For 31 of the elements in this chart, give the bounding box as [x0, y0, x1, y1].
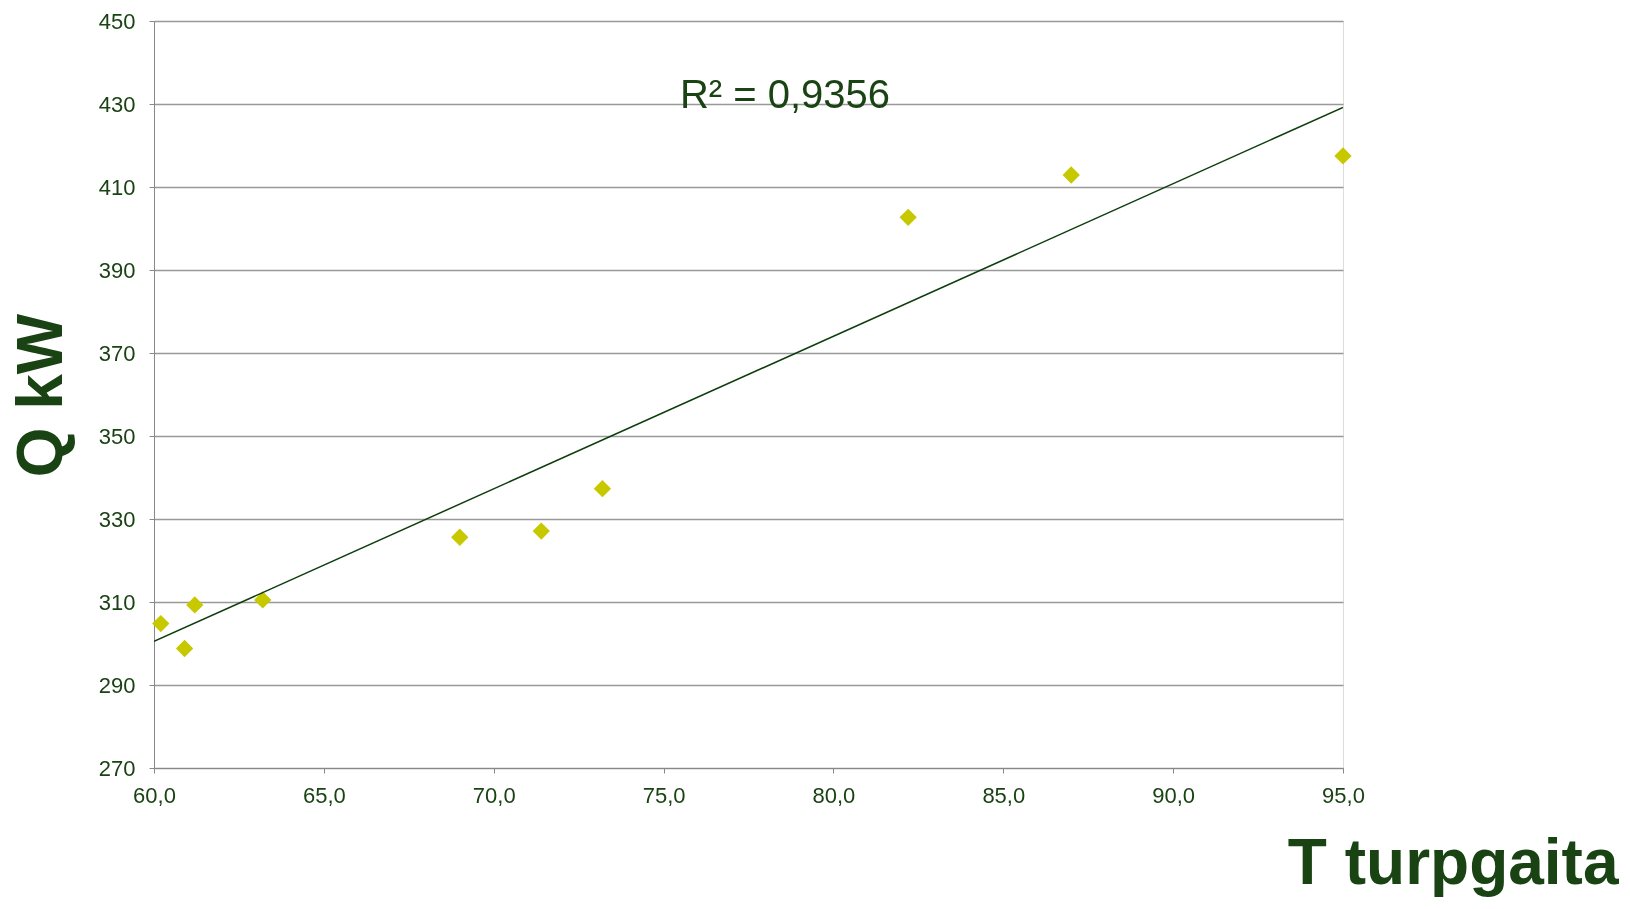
y-axis-title: Q kW — [3, 313, 76, 478]
x-tick-label: 95,0 — [1322, 782, 1365, 808]
y-tick-label: 450 — [98, 8, 136, 34]
y-tick-label: 270 — [98, 755, 136, 781]
point — [451, 528, 469, 546]
point — [152, 614, 170, 633]
x-tick-label: 80,0 — [812, 782, 856, 808]
point — [1062, 166, 1080, 184]
x-tick-label: 60,0 — [133, 782, 176, 808]
point — [532, 522, 550, 540]
x-axis-title: T turpgaita — [1287, 825, 1619, 898]
y-tick-label: 330 — [98, 506, 136, 532]
annotation: R² = 0,9356 — [679, 72, 891, 116]
point — [254, 591, 272, 609]
y-tick-label: 290 — [98, 672, 136, 698]
y-tick-label: 310 — [98, 589, 136, 615]
y-tick-label: 370 — [98, 340, 136, 366]
x-tick-label: 90,0 — [1152, 782, 1196, 808]
y-tick-label: 430 — [98, 91, 136, 117]
x-tick-label: 75,0 — [642, 782, 686, 808]
point — [1334, 147, 1352, 165]
x-tick-label: 85,0 — [982, 782, 1026, 808]
point — [175, 639, 194, 658]
x-tick-label: 65,0 — [302, 782, 346, 808]
point — [186, 596, 204, 614]
y-tick-label: 390 — [98, 257, 136, 283]
point — [899, 208, 917, 226]
y-tick-label: 350 — [98, 423, 136, 449]
point — [593, 480, 612, 498]
y-tick-label: 410 — [98, 174, 136, 200]
x-tick-label: 70,0 — [472, 782, 516, 808]
